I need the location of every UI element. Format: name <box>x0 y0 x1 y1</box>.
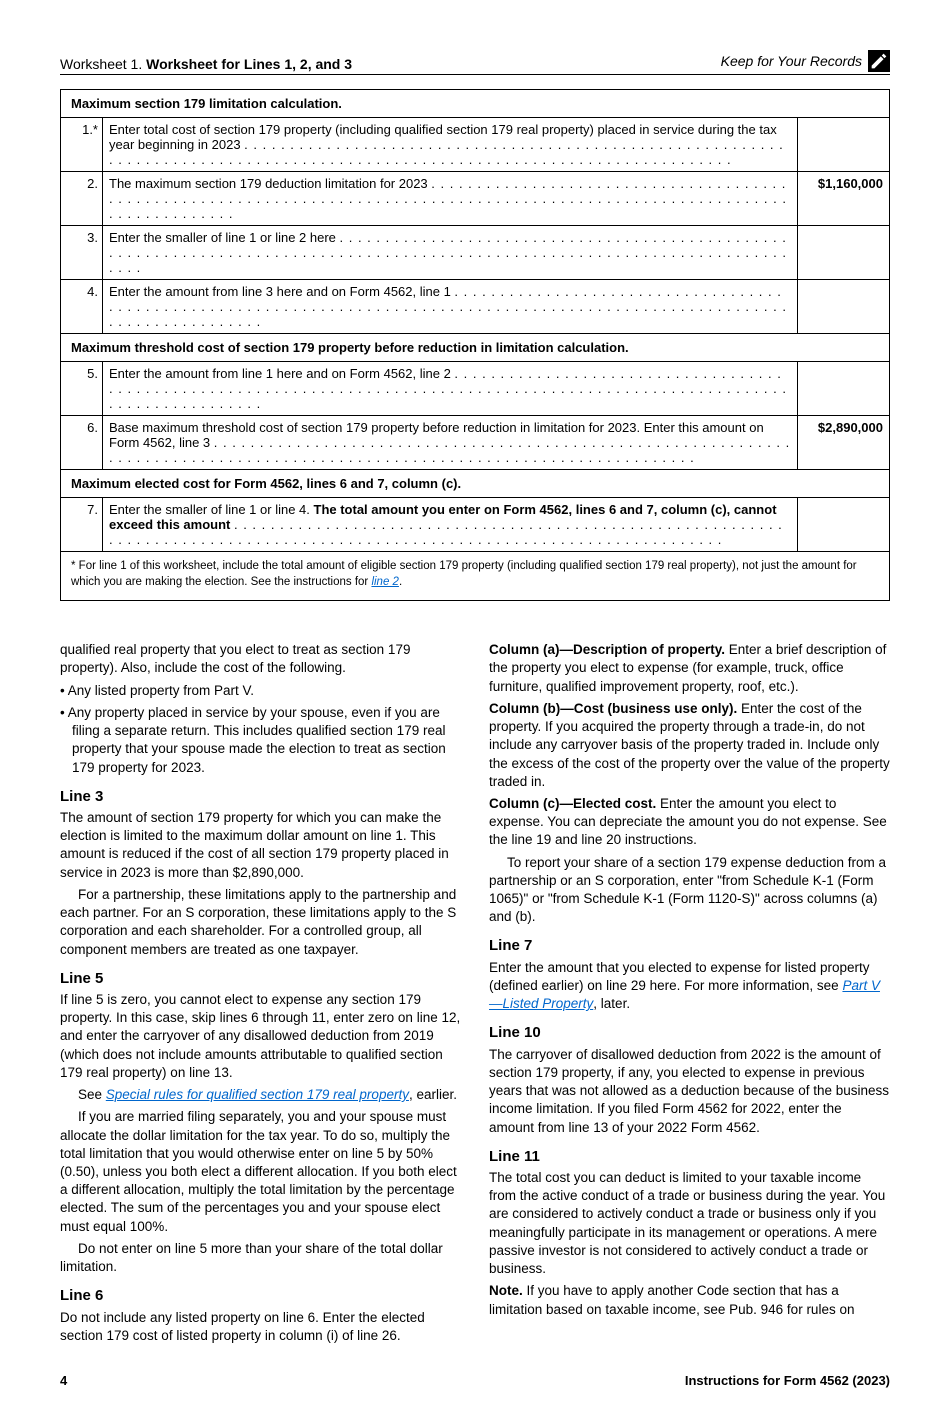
bullet: • Any listed property from Part V. <box>60 682 461 700</box>
para: Do not include any listed property on li… <box>60 1309 461 1345</box>
para: Column (b)—Cost (business use only). Ent… <box>489 700 890 791</box>
worksheet-title-prefix: Worksheet 1. <box>60 56 146 72</box>
row-amt: $1,160,000 <box>797 172 889 225</box>
row-amt <box>797 118 889 171</box>
row-num: 4. <box>61 280 103 333</box>
row-num: 2. <box>61 172 103 225</box>
para: Enter the amount that you elected to exp… <box>489 959 890 1014</box>
para: For a partnership, these limitations app… <box>60 886 461 959</box>
para: Note. If you have to apply another Code … <box>489 1282 890 1318</box>
page-footer: 4 Instructions for Form 4562 (2023) <box>60 1373 890 1388</box>
row-amt <box>797 280 889 333</box>
pencil-icon <box>868 50 890 72</box>
keep-label: Keep for Your Records <box>721 53 862 69</box>
para: To report your share of a section 179 ex… <box>489 854 890 927</box>
line7-heading: Line 7 <box>489 936 890 956</box>
ws-row-1: 1.* Enter total cost of section 179 prop… <box>61 118 889 172</box>
para: Do not enter on line 5 more than your sh… <box>60 1240 461 1276</box>
line10-heading: Line 10 <box>489 1023 890 1043</box>
line5-heading: Line 5 <box>60 969 461 989</box>
para: The total cost you can deduct is limited… <box>489 1169 890 1278</box>
footnote-link[interactable]: line 2 <box>371 576 399 588</box>
worksheet-title: Worksheet 1. Worksheet for Lines 1, 2, a… <box>60 56 352 72</box>
special-rules-link[interactable]: Special rules for qualified section 179 … <box>106 1087 409 1102</box>
worksheet-header: Worksheet 1. Worksheet for Lines 1, 2, a… <box>60 50 890 75</box>
page: Worksheet 1. Worksheet for Lines 1, 2, a… <box>0 0 950 1408</box>
row-desc: Enter the smaller of line 1 or line 4. T… <box>103 498 797 551</box>
row-amt: $2,890,000 <box>797 416 889 469</box>
row-num: 1.* <box>61 118 103 171</box>
worksheet-box: Maximum section 179 limitation calculati… <box>60 89 890 601</box>
para: Column (a)—Description of property. Ente… <box>489 641 890 696</box>
para: If you are married filing separately, yo… <box>60 1108 461 1236</box>
row-num: 7. <box>61 498 103 551</box>
row-desc: Base maximum threshold cost of section 1… <box>103 416 797 469</box>
para: Column (c)—Elected cost. Enter the amoun… <box>489 795 890 850</box>
row-amt <box>797 226 889 279</box>
line11-heading: Line 11 <box>489 1147 890 1167</box>
right-column: Column (a)—Description of property. Ente… <box>489 641 890 1349</box>
row-amt <box>797 362 889 415</box>
left-column: qualified real property that you elect t… <box>60 641 461 1349</box>
worksheet-title-bold: Worksheet for Lines 1, 2, and 3 <box>146 56 352 72</box>
row-num: 3. <box>61 226 103 279</box>
row-desc: The maximum section 179 deduction limita… <box>103 172 797 225</box>
para: qualified real property that you elect t… <box>60 641 461 677</box>
line3-heading: Line 3 <box>60 787 461 807</box>
para: If line 5 is zero, you cannot elect to e… <box>60 991 461 1082</box>
line6-heading: Line 6 <box>60 1286 461 1306</box>
worksheet-footnote: * For line 1 of this worksheet, include … <box>61 552 889 600</box>
ws-row-3: 3. Enter the smaller of line 1 or line 2… <box>61 226 889 280</box>
ws-row-2: 2. The maximum section 179 deduction lim… <box>61 172 889 226</box>
page-number: 4 <box>60 1373 67 1388</box>
ws-row-4: 4. Enter the amount from line 3 here and… <box>61 280 889 334</box>
row-num: 6. <box>61 416 103 469</box>
bullet: • Any property placed in service by your… <box>60 704 461 777</box>
section1-head: Maximum section 179 limitation calculati… <box>61 90 889 118</box>
para: The carryover of disallowed deduction fr… <box>489 1046 890 1137</box>
footer-right: Instructions for Form 4562 (2023) <box>685 1373 890 1388</box>
para: See Special rules for qualified section … <box>60 1086 461 1104</box>
row-desc: Enter total cost of section 179 property… <box>103 118 797 171</box>
body-columns: qualified real property that you elect t… <box>60 641 890 1349</box>
section3-head: Maximum elected cost for Form 4562, line… <box>61 470 889 498</box>
ws-row-7: 7. Enter the smaller of line 1 or line 4… <box>61 498 889 552</box>
row-desc: Enter the amount from line 3 here and on… <box>103 280 797 333</box>
keep-for-records: Keep for Your Records <box>721 50 890 72</box>
row-num: 5. <box>61 362 103 415</box>
ws-row-6: 6. Base maximum threshold cost of sectio… <box>61 416 889 470</box>
row-desc: Enter the amount from line 1 here and on… <box>103 362 797 415</box>
section2-head: Maximum threshold cost of section 179 pr… <box>61 334 889 362</box>
row-desc: Enter the smaller of line 1 or line 2 he… <box>103 226 797 279</box>
ws-row-5: 5. Enter the amount from line 1 here and… <box>61 362 889 416</box>
row-amt <box>797 498 889 551</box>
para: The amount of section 179 property for w… <box>60 809 461 882</box>
